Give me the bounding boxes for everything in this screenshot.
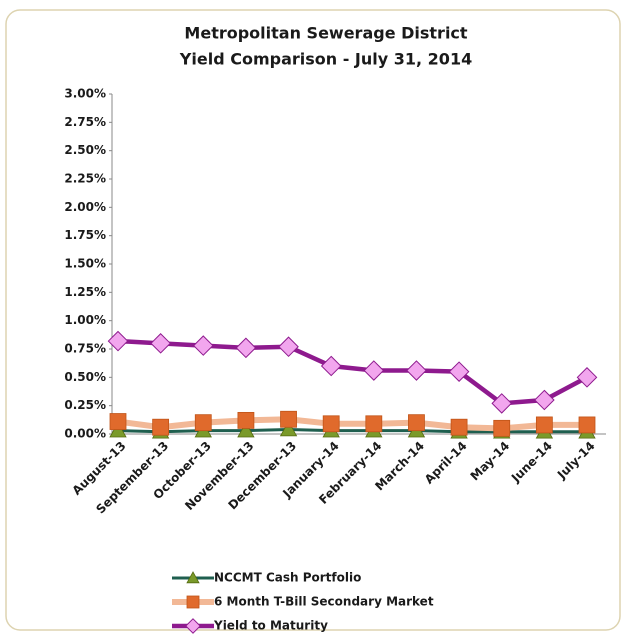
marker xyxy=(109,413,127,430)
marker xyxy=(363,360,385,381)
marker xyxy=(320,355,342,377)
legend-label: NCCMT Cash Portfolio xyxy=(214,571,361,585)
y-tick-label: 0.75% xyxy=(64,342,106,356)
marker xyxy=(576,367,598,388)
legend-label: 6 Month T-Bill Secondary Market xyxy=(214,595,434,609)
y-tick-label: 2.50% xyxy=(64,143,106,157)
marker xyxy=(278,336,299,358)
y-tick-label: 0.50% xyxy=(64,370,106,384)
marker xyxy=(534,389,555,411)
marker xyxy=(408,414,425,432)
y-tick-label: 1.50% xyxy=(64,257,106,271)
marker xyxy=(237,421,255,438)
y-tick-label: 2.75% xyxy=(64,115,106,129)
chart-title: Metropolitan Sewerage District xyxy=(184,24,467,43)
marker xyxy=(491,393,513,414)
y-tick-label: 0.00% xyxy=(64,427,106,441)
y-tick-label: 1.00% xyxy=(64,313,106,327)
marker xyxy=(578,416,596,434)
marker xyxy=(406,360,427,381)
marker xyxy=(279,420,298,437)
marker xyxy=(237,411,255,429)
marker xyxy=(185,618,201,634)
marker xyxy=(235,337,257,359)
chart-frame xyxy=(5,9,621,631)
y-tick-label: 1.25% xyxy=(64,285,106,299)
y-tick-label: 1.75% xyxy=(64,228,106,242)
marker xyxy=(107,330,129,352)
marker xyxy=(186,571,200,584)
marker xyxy=(194,414,212,432)
marker xyxy=(450,418,468,436)
y-tick-label: 0.25% xyxy=(64,398,106,412)
marker xyxy=(448,361,470,382)
marker xyxy=(150,333,171,354)
marker xyxy=(280,410,297,428)
chart-subtitle: Yield Comparison - July 31, 2014 xyxy=(179,50,472,69)
marker xyxy=(192,335,214,356)
marker xyxy=(322,415,340,433)
y-tick-label: 2.25% xyxy=(64,172,106,186)
marker xyxy=(186,595,200,609)
marker xyxy=(365,415,383,433)
marker xyxy=(493,419,511,437)
legend-label: Yield to Maturity xyxy=(213,619,328,633)
marker xyxy=(152,418,170,436)
y-tick-label: 2.00% xyxy=(64,200,106,214)
marker xyxy=(535,416,553,434)
y-tick-label: 3.00% xyxy=(64,87,106,101)
